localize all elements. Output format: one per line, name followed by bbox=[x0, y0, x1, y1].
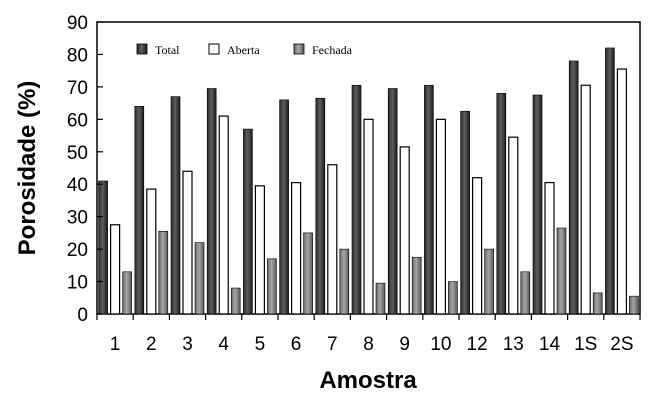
bar-fechada-13 bbox=[520, 271, 531, 315]
bar-fechada-8 bbox=[375, 282, 386, 315]
bar-fechada-2S bbox=[629, 295, 639, 315]
x-tick-label-7: 7 bbox=[327, 334, 338, 355]
x-tick-label-10: 10 bbox=[430, 334, 451, 355]
bar-fechada-9 bbox=[411, 256, 422, 315]
legend-swatch-fechada bbox=[293, 43, 305, 55]
y-tick-label-70: 70 bbox=[67, 78, 88, 99]
bar-aberta-6 bbox=[291, 182, 302, 315]
bar-aberta-13 bbox=[508, 136, 519, 315]
legend-label-total: Total bbox=[155, 43, 180, 57]
x-tick-label-5: 5 bbox=[255, 334, 266, 355]
bar-aberta-7 bbox=[327, 164, 338, 315]
bar-fechada-1 bbox=[122, 271, 132, 315]
x-tick-label-2S: 2S bbox=[610, 334, 633, 355]
x-tick-label-12: 12 bbox=[467, 334, 488, 355]
bar-total-4 bbox=[206, 88, 217, 315]
x-tick-label-1: 1 bbox=[110, 334, 121, 355]
bar-fechada-1S bbox=[592, 292, 603, 315]
bar-fechada-7 bbox=[339, 248, 350, 315]
bar-total-6 bbox=[279, 99, 289, 315]
bar-aberta-10 bbox=[435, 118, 446, 315]
bar-fechada-3 bbox=[194, 242, 205, 315]
bar-aberta-8 bbox=[363, 118, 374, 315]
x-axis-title: Amostra bbox=[319, 367, 417, 393]
x-tick-label-3: 3 bbox=[182, 334, 193, 355]
x-tick-label-1S: 1S bbox=[574, 334, 597, 355]
bar-fechada-12 bbox=[484, 248, 494, 315]
bar-total-5 bbox=[243, 128, 253, 315]
bar-aberta-12 bbox=[472, 177, 483, 315]
y-axis-ticks: 0 10 20 30 40 50 60 70 80 90 bbox=[67, 13, 103, 326]
x-tick-label-13: 13 bbox=[503, 334, 524, 355]
bars bbox=[98, 47, 639, 315]
bar-aberta-4 bbox=[218, 115, 229, 315]
y-tick-label-80: 80 bbox=[67, 45, 88, 66]
y-tick-label-60: 60 bbox=[67, 110, 88, 131]
bar-total-9 bbox=[387, 88, 398, 315]
y-tick-label-90: 90 bbox=[67, 13, 88, 34]
bar-fechada-2 bbox=[158, 230, 169, 315]
legend-label-fechada: Fechada bbox=[312, 43, 353, 57]
y-axis-title: Porosidade (%) bbox=[14, 81, 41, 256]
bar-total-7 bbox=[315, 97, 326, 315]
bar-aberta-1 bbox=[109, 224, 121, 315]
y-tick-label-40: 40 bbox=[67, 175, 88, 196]
x-tick-label-6: 6 bbox=[291, 334, 302, 355]
bar-total-13 bbox=[496, 93, 507, 315]
bar-fechada-14 bbox=[556, 227, 567, 315]
legend-label-aberta: Aberta bbox=[227, 43, 260, 57]
bar-total-1 bbox=[98, 180, 108, 315]
x-axis-ticks: 1 2 3 4 5 6 7 8 9 10 12 13 14 1S 2S bbox=[96, 314, 641, 355]
bar-aberta-3 bbox=[182, 170, 193, 315]
x-tick-label-14: 14 bbox=[539, 334, 561, 355]
bar-total-14 bbox=[532, 94, 543, 315]
bar-aberta-5 bbox=[254, 185, 265, 315]
bar-fechada-4 bbox=[230, 287, 241, 315]
bar-aberta-14 bbox=[544, 182, 555, 315]
bar-total-2S bbox=[605, 47, 615, 315]
y-tick-label-20: 20 bbox=[67, 240, 88, 261]
legend-swatch-total bbox=[136, 43, 148, 55]
y-tick-label-30: 30 bbox=[67, 208, 88, 229]
bar-fechada-10 bbox=[448, 281, 458, 315]
x-tick-label-2: 2 bbox=[146, 334, 157, 355]
x-tick-label-9: 9 bbox=[399, 334, 410, 355]
bar-total-12 bbox=[460, 110, 470, 315]
bar-aberta-2S bbox=[616, 68, 628, 315]
bar-total-3 bbox=[170, 96, 181, 315]
y-tick-label-10: 10 bbox=[67, 273, 88, 294]
y-tick-label-0: 0 bbox=[77, 305, 88, 326]
bar-fechada-5 bbox=[267, 258, 277, 315]
bar-fechada-6 bbox=[303, 232, 313, 315]
bar-aberta-1S bbox=[580, 84, 591, 315]
legend: Total Aberta Fechada bbox=[136, 43, 353, 57]
x-tick-label-8: 8 bbox=[363, 334, 374, 355]
bar-total-2 bbox=[134, 106, 145, 315]
y-tick-label-50: 50 bbox=[67, 143, 88, 164]
bar-total-8 bbox=[351, 84, 362, 315]
bar-aberta-2 bbox=[146, 188, 157, 315]
x-tick-label-4: 4 bbox=[218, 334, 229, 355]
bar-total-10 bbox=[424, 84, 434, 315]
legend-swatch-aberta bbox=[208, 43, 220, 55]
bar-aberta-9 bbox=[399, 146, 410, 315]
bar-total-1S bbox=[568, 60, 579, 315]
